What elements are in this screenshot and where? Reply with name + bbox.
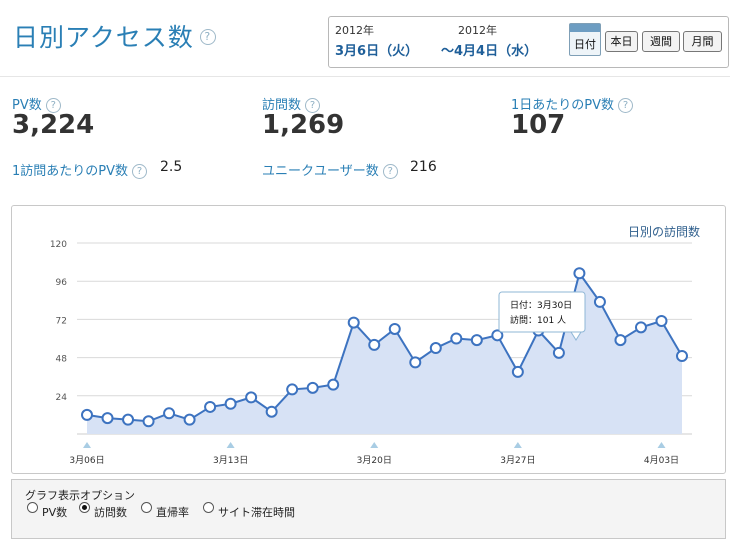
x-tick-marker	[657, 442, 666, 448]
data-point[interactable]	[224, 397, 237, 410]
x-tick-marker	[226, 442, 235, 448]
unique-users-label: ユニークユーザー数?	[262, 160, 398, 179]
pv-radio[interactable]	[27, 502, 38, 513]
page-title-text: 日別アクセス数	[13, 23, 194, 52]
x-tick-label: 4月03日	[644, 455, 679, 466]
help-icon[interactable]: ?	[382, 164, 398, 179]
visits-value: 1,269	[262, 110, 345, 140]
data-point[interactable]	[245, 391, 258, 404]
y-tick-label: 120	[50, 240, 67, 250]
visits-chart: 24 48 72 96 120 3月06日 3月13日 3月20日 3月27日 4月03日 日別の訪…	[50, 224, 700, 466]
data-point[interactable]	[306, 381, 319, 394]
data-point[interactable]	[101, 412, 114, 425]
data-point[interactable]	[593, 295, 606, 308]
tooltip-pointer	[570, 331, 582, 341]
session-time-option-label[interactable]: サイト滞在時間	[218, 506, 295, 519]
end-date[interactable]: 〜4月4日（水）	[441, 44, 538, 59]
visits-radio[interactable]	[79, 502, 90, 513]
data-point[interactable]	[634, 321, 647, 334]
tooltip-visits: 訪問：101 人	[510, 314, 566, 326]
data-point[interactable]	[204, 400, 217, 413]
data-point[interactable]	[81, 408, 93, 421]
x-tick-marker	[83, 442, 91, 448]
pv-value: 3,224	[12, 110, 95, 140]
tooltip-box	[498, 291, 586, 333]
pv-per-visit-label-text: 1訪問あたりのPV数	[12, 164, 129, 179]
visits-label-text: 訪問数	[262, 98, 302, 113]
visits-option-label[interactable]: 訪問数	[94, 506, 127, 519]
month-button[interactable]: 月間	[683, 31, 722, 52]
y-tick-label: 72	[56, 316, 67, 326]
chart-title: 日別の訪問数	[628, 224, 700, 239]
data-point[interactable]	[573, 267, 586, 280]
help-icon[interactable]: ?	[45, 98, 61, 113]
tooltip-date: 日付：3月30日	[510, 300, 572, 311]
pv-per-day-label-text: 1日あたりのPV数	[511, 98, 615, 113]
start-year: 2012年	[335, 24, 374, 37]
x-tick-marker	[513, 442, 522, 448]
data-point[interactable]	[122, 413, 135, 426]
pv-per-day-value: 107	[511, 110, 566, 140]
pv-per-visit-label: 1訪問あたりのPV数?	[12, 160, 148, 179]
data-point[interactable]	[676, 350, 688, 363]
unique-users-value: 216	[410, 159, 437, 175]
data-point[interactable]	[655, 314, 668, 327]
data-point[interactable]	[388, 322, 401, 335]
data-point[interactable]	[142, 415, 155, 428]
x-tick-label: 3月27日	[500, 455, 535, 466]
data-point[interactable]	[163, 407, 176, 420]
data-point[interactable]	[491, 329, 504, 342]
calendar-date-button[interactable]: 日付	[569, 23, 601, 56]
y-tick-label: 48	[56, 355, 68, 365]
x-tick-marker	[370, 442, 379, 448]
pv-per-visit-value: 2.5	[160, 159, 183, 175]
data-point[interactable]	[409, 356, 422, 369]
x-tick-label: 3月20日	[357, 455, 392, 466]
calendar-label: 日付	[574, 38, 596, 51]
date-range-selector[interactable]: 2012年 2012年 3月6日（火） 〜4月4日（水） 日付 本日 週間 月間	[328, 16, 729, 68]
graph-options: グラフ表示オプション PV数 訪問数 直帰率 サイト滞在時間	[11, 479, 726, 539]
page-title: 日別アクセス数?	[13, 18, 216, 54]
data-point[interactable]	[429, 342, 442, 355]
data-point[interactable]	[552, 346, 565, 359]
pv-label-text: PV数	[12, 98, 42, 113]
x-tick-label: 3月06日	[69, 455, 104, 466]
data-point[interactable]	[183, 413, 196, 426]
y-tick-label: 96	[56, 278, 68, 288]
y-tick-label: 24	[56, 393, 68, 403]
data-point[interactable]	[368, 338, 381, 351]
help-icon[interactable]: ?	[199, 29, 216, 45]
chart-panel: 24 48 72 96 120 3月06日 3月13日 3月20日 3月27日 4月03日 日別の訪…	[11, 205, 726, 474]
data-point[interactable]	[450, 332, 463, 345]
visits-area	[87, 273, 682, 434]
session-time-radio[interactable]	[203, 502, 214, 513]
x-tick-label: 3月13日	[213, 455, 248, 466]
help-icon[interactable]: ?	[132, 164, 148, 179]
help-icon[interactable]: ?	[305, 98, 321, 113]
data-point[interactable]	[265, 405, 278, 418]
data-point[interactable]	[347, 316, 360, 329]
page-header: 日別アクセス数? 2012年 2012年 3月6日（火） 〜4月4日（水） 日付…	[0, 0, 730, 77]
pv-label: PV数?	[12, 94, 61, 113]
data-point[interactable]	[286, 383, 299, 396]
today-button[interactable]: 本日	[605, 31, 638, 52]
pv-option-label[interactable]: PV数	[42, 506, 68, 519]
data-point[interactable]	[511, 365, 524, 378]
week-button[interactable]: 週間	[642, 31, 680, 52]
visits-label: 訪問数?	[262, 94, 321, 113]
help-icon[interactable]: ?	[618, 98, 634, 113]
calendar-icon	[570, 24, 600, 32]
data-point[interactable]	[327, 378, 340, 391]
unique-users-label-text: ユニークユーザー数	[262, 164, 379, 179]
pv-per-day-label: 1日あたりのPV数?	[511, 94, 634, 113]
data-point[interactable]	[470, 334, 483, 347]
end-year: 2012年	[458, 24, 497, 37]
data-point[interactable]	[614, 334, 627, 347]
radio-selected-dot	[82, 505, 87, 510]
bounce-rate-option-label[interactable]: 直帰率	[156, 506, 189, 519]
graph-options-title: グラフ表示オプション	[25, 489, 135, 502]
bounce-rate-radio[interactable]	[141, 502, 152, 513]
start-date[interactable]: 3月6日（火）	[335, 44, 419, 59]
